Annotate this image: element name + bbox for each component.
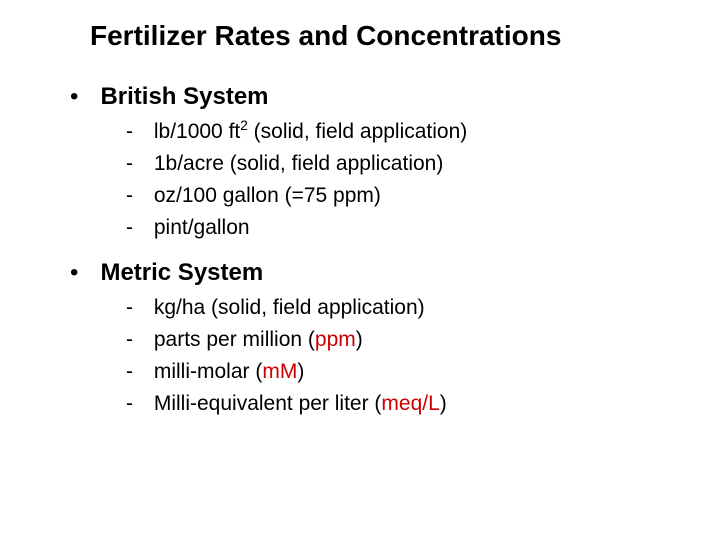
dash-icon: - — [126, 326, 148, 354]
list-item: - pint/gallon — [126, 214, 720, 242]
item-text: 1b/acre (solid, field application) — [154, 150, 444, 178]
content-list: • British System - lb/1000 ft2 (solid, f… — [0, 82, 720, 418]
dash-icon: - — [126, 118, 148, 146]
item-text: parts per million (ppm) — [154, 326, 363, 354]
slide: Fertilizer Rates and Concentrations • Br… — [0, 0, 720, 540]
item-text: lb/1000 ft2 (solid, field application) — [154, 118, 467, 146]
item-text: milli-molar (mM) — [154, 358, 305, 386]
dash-icon: - — [126, 182, 148, 210]
highlight-text: ppm — [315, 328, 356, 351]
dash-icon: - — [126, 294, 148, 322]
item-text: oz/100 gallon (=75 ppm) — [154, 182, 381, 210]
highlight-text: mM — [262, 360, 297, 383]
list-item: - milli-molar (mM) — [126, 358, 720, 386]
dash-icon: - — [126, 150, 148, 178]
list-item: - kg/ha (solid, field application) — [126, 294, 720, 322]
dash-icon: - — [126, 358, 148, 386]
highlight-text: meq/L — [381, 392, 439, 415]
list-item: - oz/100 gallon (=75 ppm) — [126, 182, 720, 210]
item-text: Milli-equivalent per liter (meq/L) — [154, 390, 447, 418]
list-item: - lb/1000 ft2 (solid, field application) — [126, 118, 720, 146]
section-items: - kg/ha (solid, field application) - par… — [70, 294, 720, 418]
section-heading: British System — [100, 82, 268, 112]
section-heading: Metric System — [100, 258, 263, 288]
dash-icon: - — [126, 390, 148, 418]
list-item: - parts per million (ppm) — [126, 326, 720, 354]
item-text: pint/gallon — [154, 214, 250, 242]
bullet-icon: • — [70, 258, 96, 288]
bullet-icon: • — [70, 82, 96, 112]
item-text: kg/ha (solid, field application) — [154, 294, 425, 322]
section-british: • British System - lb/1000 ft2 (solid, f… — [70, 82, 720, 242]
list-item: - 1b/acre (solid, field application) — [126, 150, 720, 178]
list-item: - Milli-equivalent per liter (meq/L) — [126, 390, 720, 418]
section-metric: • Metric System - kg/ha (solid, field ap… — [70, 258, 720, 418]
dash-icon: - — [126, 214, 148, 242]
slide-title: Fertilizer Rates and Concentrations — [90, 20, 720, 52]
section-items: - lb/1000 ft2 (solid, field application)… — [70, 118, 720, 242]
